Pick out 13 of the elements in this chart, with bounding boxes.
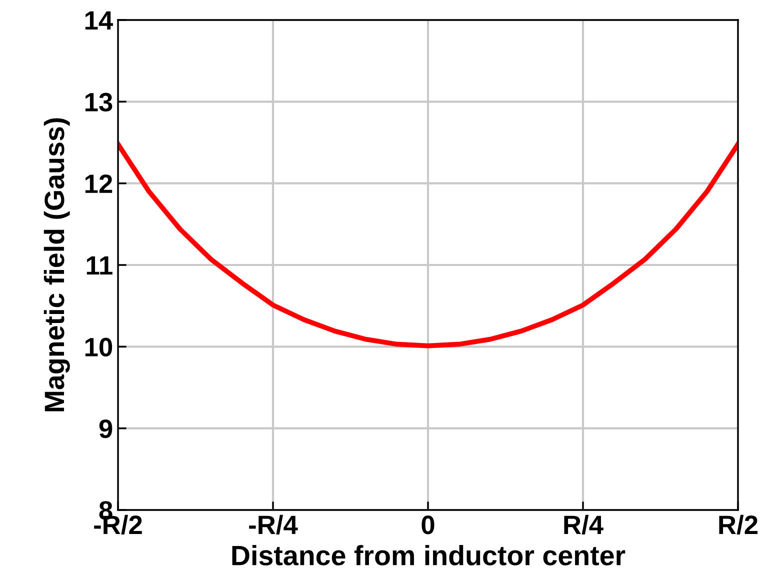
y-tick-label: 13 — [85, 92, 112, 112]
y-tick-label: 9 — [99, 419, 112, 438]
y-tick-label: 12 — [85, 174, 112, 193]
x-tick-label: -R/4 — [249, 514, 298, 535]
line-series — [118, 142, 738, 348]
x-tick-label: R/4 — [564, 514, 604, 535]
y-tick-label: 11 — [86, 256, 112, 275]
x-tick-label: R/2 — [719, 514, 758, 535]
y-tick-label: 10 — [85, 338, 112, 356]
x-axis-title: Distance from inductor center — [232, 545, 626, 566]
y-tick-label: 14 — [85, 11, 113, 30]
x-tick-label: 0 — [422, 516, 434, 534]
y-axis-title: Magnetic field (Gauss) — [44, 118, 70, 412]
